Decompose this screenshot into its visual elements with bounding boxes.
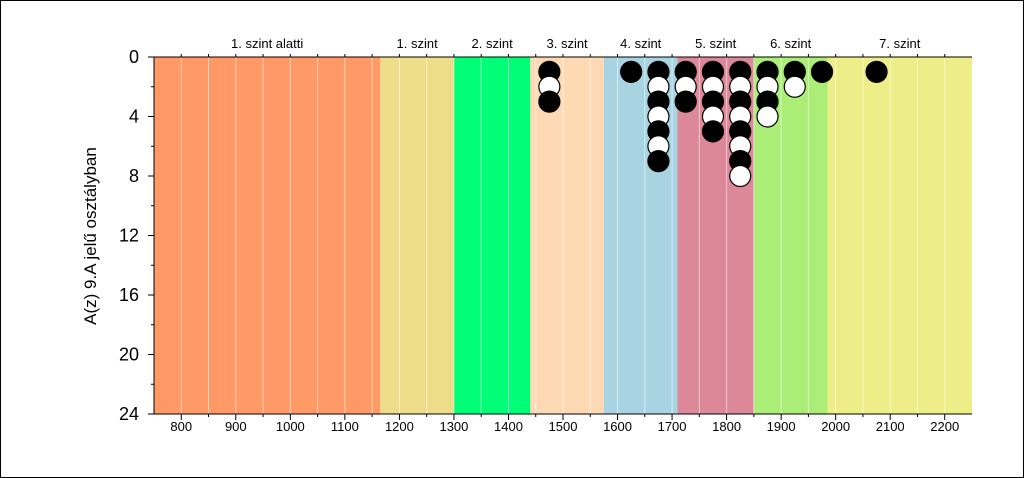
level-label: 1. szint alatti	[231, 36, 303, 51]
y-tick-label: 16	[119, 285, 139, 305]
x-tick-label: 900	[225, 419, 247, 434]
y-axis-label: A(z) 9.A jelű osztályban	[81, 147, 100, 325]
level-label: 4. szint	[620, 36, 662, 51]
level-band	[530, 57, 604, 414]
y-axis-ticks: 0 4 8 12 16 20 24	[119, 47, 154, 424]
x-tick-label: 1400	[494, 419, 523, 434]
level-band	[380, 57, 454, 414]
level-labels: 1. szint alatti 1. szint 2. szint 3. szint 4…	[231, 36, 921, 51]
y-tick-label: 12	[119, 226, 139, 246]
data-point	[647, 150, 670, 173]
x-tick-label: 1500	[549, 419, 578, 434]
x-tick-label: 800	[170, 419, 192, 434]
y-tick-label: 0	[129, 47, 139, 67]
x-tick-label: 1000	[276, 419, 305, 434]
vertical-gridlines	[180, 57, 946, 414]
level-label: 3. szint	[546, 36, 588, 51]
level-label: 1. szint	[397, 36, 439, 51]
x-tick-label: 1900	[767, 419, 796, 434]
data-point	[729, 164, 752, 188]
level-band	[154, 57, 381, 414]
x-tick-label: 1300	[439, 419, 468, 434]
level-band	[827, 57, 972, 414]
level-label: 5. szint	[695, 36, 737, 51]
x-tick-label: 1800	[712, 419, 741, 434]
level-band	[453, 57, 531, 414]
level-label: 6. szint	[770, 36, 812, 51]
level-bands	[154, 57, 972, 414]
x-tick-label: 2100	[876, 419, 905, 434]
data-point	[783, 75, 806, 98]
level-label: 2. szint	[472, 36, 514, 51]
x-axis-ticks: 800 900 1000 1100 1200 1300 1400 1500 1600 1700 18…	[170, 54, 959, 434]
student-points	[538, 60, 888, 188]
x-tick-label: 2000	[821, 419, 850, 434]
y-tick-label: 20	[119, 345, 139, 365]
x-tick-label: 2200	[930, 419, 959, 434]
y-tick-label: 24	[119, 404, 139, 424]
x-tick-label: 1700	[658, 419, 687, 434]
data-point	[810, 60, 834, 83]
data-point	[620, 60, 643, 83]
y-tick-label: 8	[129, 166, 139, 186]
data-point	[865, 60, 888, 83]
data-point	[701, 120, 725, 143]
data-point	[756, 105, 779, 128]
x-tick-label: 1100	[331, 419, 359, 434]
level-label: 7. szint	[879, 36, 921, 51]
x-tick-label: 1600	[603, 419, 632, 434]
x-tick-label: 1200	[385, 419, 414, 434]
data-point	[538, 90, 561, 113]
y-tick-label: 4	[129, 107, 139, 127]
data-point	[674, 90, 697, 113]
